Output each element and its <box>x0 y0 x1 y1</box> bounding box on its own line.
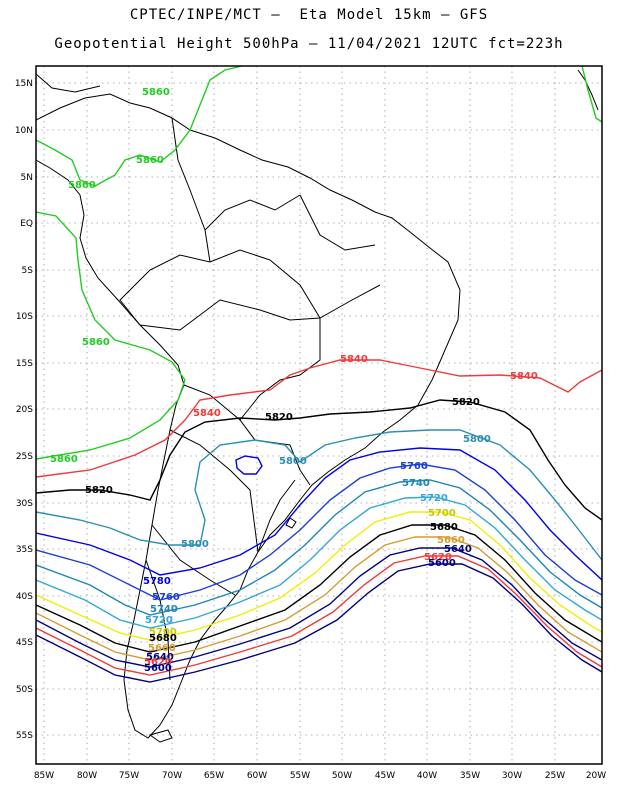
contour-5720 <box>36 496 602 629</box>
label-5640-1: 5640 <box>444 544 472 555</box>
label-5680-2: 5680 <box>149 633 177 644</box>
lat-label: 30S <box>16 499 33 509</box>
lat-label: 40S <box>16 592 33 602</box>
label-5640-2: 5640 <box>146 652 174 663</box>
lon-label: 85W <box>34 771 54 781</box>
label-5840-1: 5840 <box>340 354 368 365</box>
longitude-axis: 85W 80W 75W 70W 65W 60W 55W 50W 45W 40W … <box>34 771 606 781</box>
lon-label: 65W <box>204 771 224 781</box>
coastlines-and-borders <box>36 69 599 743</box>
label-5820-3: 5820 <box>85 485 113 496</box>
contour-5800-island <box>235 455 263 475</box>
lat-label: 20S <box>16 405 33 415</box>
label-5840-3: 5840 <box>193 408 221 419</box>
lon-label: 60W <box>247 771 267 781</box>
contour-5860 <box>36 66 602 460</box>
lon-label: 25W <box>545 771 565 781</box>
contour-5760 <box>36 463 602 601</box>
map-frame <box>35 65 603 765</box>
contour-5780 <box>36 447 602 581</box>
lon-label: 50W <box>332 771 352 781</box>
label-5860-2: 5860 <box>136 155 164 166</box>
lon-label: 40W <box>417 771 437 781</box>
label-5820-1: 5820 <box>265 412 293 423</box>
contour-5800 <box>36 429 602 561</box>
lon-label: 35W <box>460 771 480 781</box>
label-5840-2: 5840 <box>510 371 538 382</box>
label-5660-1: 5660 <box>437 535 465 546</box>
lon-label: 30W <box>502 771 522 781</box>
lat-label: 10S <box>16 312 33 322</box>
contour-5660 <box>36 536 602 661</box>
lat-label: 45S <box>16 638 33 648</box>
label-5760-1: 5760 <box>400 461 428 472</box>
lon-label: 70W <box>162 771 182 781</box>
label-5740-2: 5740 <box>150 604 178 615</box>
label-5820-2: 5820 <box>452 397 480 408</box>
label-5720-1: 5720 <box>420 493 448 504</box>
label-5600-1: 5600 <box>428 558 456 569</box>
lat-label: 50S <box>16 685 33 695</box>
lat-label: 55S <box>16 731 33 741</box>
label-5860-3: 5860 <box>68 180 96 191</box>
lon-label: 55W <box>290 771 310 781</box>
contour-5820 <box>36 399 602 521</box>
lat-label: 15S <box>16 359 33 369</box>
label-5800-2: 5800 <box>279 456 307 467</box>
lat-label: 15N <box>15 79 33 89</box>
latitude-axis: 15N 10N 5N EQ 5S 10S 15S 20S 25S 30S 35S… <box>15 79 33 741</box>
label-5680-1: 5680 <box>430 522 458 533</box>
lon-label: 20W <box>586 771 606 781</box>
label-5860-1: 5860 <box>142 87 170 98</box>
contour-5840 <box>36 359 602 478</box>
lon-label: 75W <box>119 771 139 781</box>
lat-label: EQ <box>20 219 33 229</box>
label-5700-2: 5700 <box>149 627 177 638</box>
label-5780-1: 5780 <box>143 576 171 587</box>
label-5740-1: 5740 <box>402 478 430 489</box>
contour-5680 <box>36 524 602 653</box>
contour-labels: 5860 5860 5860 5860 5860 5840 5840 5840 … <box>50 87 538 674</box>
label-5860-5: 5860 <box>50 454 78 465</box>
lat-label: 5S <box>22 266 34 276</box>
contour-5640 <box>36 547 602 668</box>
label-5800-3: 5800 <box>181 539 209 550</box>
label-5600-2: 5600 <box>144 663 172 674</box>
label-5700-1: 5700 <box>428 508 456 519</box>
lat-label: 10N <box>15 126 33 136</box>
contour-5600 <box>36 563 602 683</box>
label-5860-4: 5860 <box>82 337 110 348</box>
label-5800-1: 5800 <box>463 434 491 445</box>
lon-label: 80W <box>77 771 97 781</box>
label-5760-2: 5760 <box>152 592 180 603</box>
contour-5740 <box>36 479 602 616</box>
lon-label: 45W <box>375 771 395 781</box>
label-5660-2: 5660 <box>148 643 176 654</box>
lat-label: 35S <box>16 545 33 555</box>
label-5620-1: 5620 <box>424 552 452 563</box>
map-title-line-2: Geopotential Height 500hPa – 11/04/2021 … <box>54 36 564 52</box>
lat-label: 5N <box>21 173 33 183</box>
contour-5700 <box>36 511 602 641</box>
contour-5620 <box>36 555 602 676</box>
lat-label: 25S <box>16 452 33 462</box>
label-5720-2: 5720 <box>145 615 173 626</box>
label-5620-2: 5620 <box>144 657 172 668</box>
map-title-line-1: CPTEC/INPE/MCT – Eta Model 15km – GFS <box>129 7 489 23</box>
